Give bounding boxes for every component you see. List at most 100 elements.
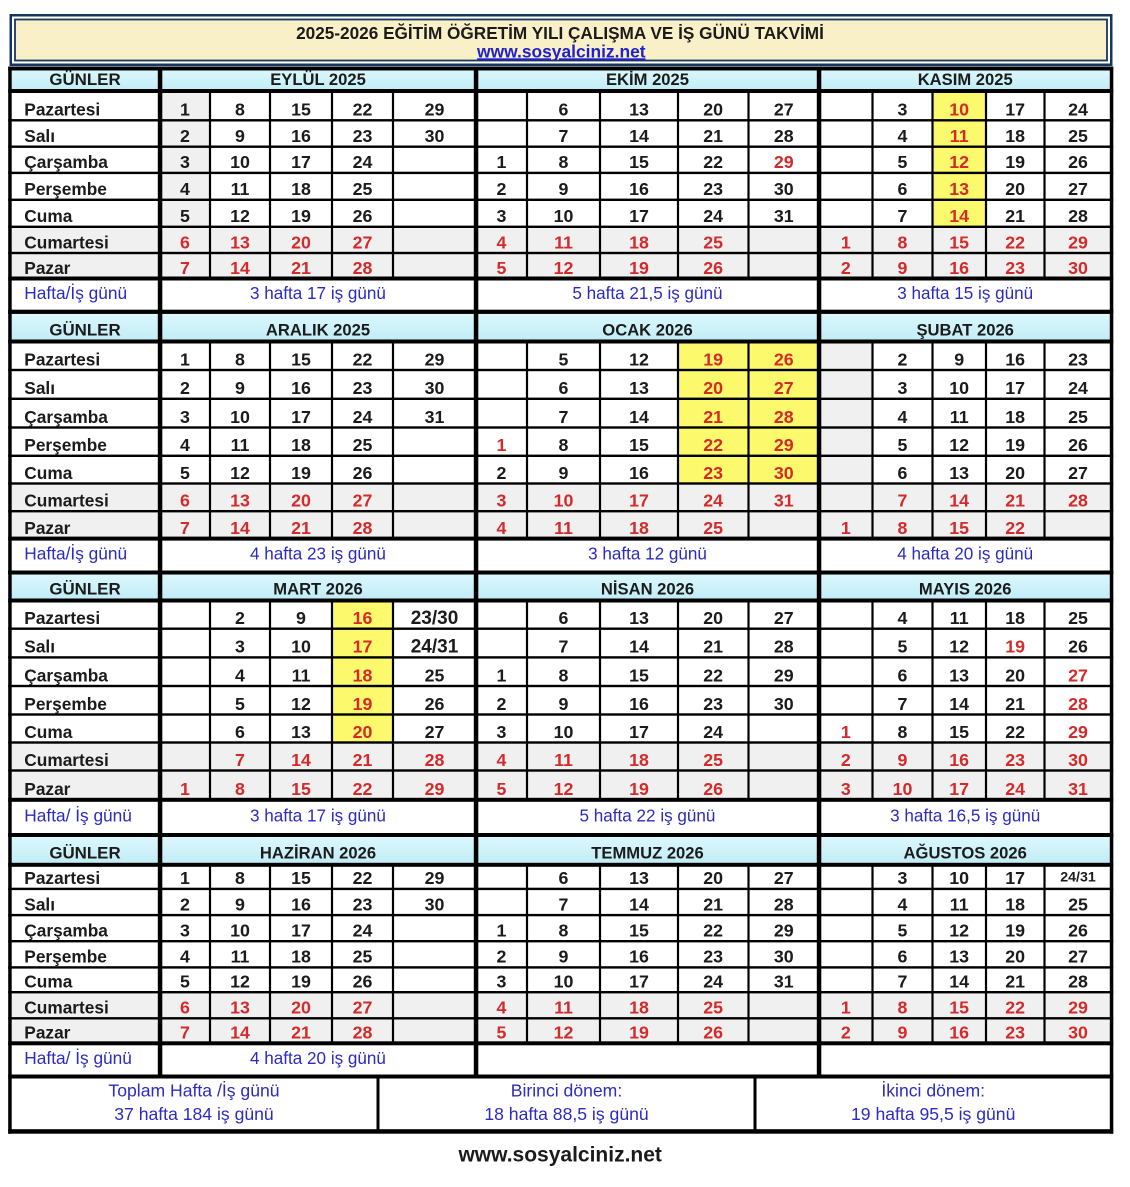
svg-text:8: 8 xyxy=(898,232,908,252)
svg-text:Pazartesi: Pazartesi xyxy=(24,100,100,120)
svg-text:13: 13 xyxy=(230,491,250,511)
svg-text:21: 21 xyxy=(1005,694,1025,714)
svg-text:24: 24 xyxy=(703,206,723,226)
svg-text:23: 23 xyxy=(1005,258,1025,278)
svg-text:11: 11 xyxy=(554,998,573,1018)
svg-text:MART 2026: MART 2026 xyxy=(273,579,362,598)
svg-text:Cumartesi: Cumartesi xyxy=(24,750,109,770)
svg-text:7: 7 xyxy=(235,750,245,770)
svg-text:22: 22 xyxy=(353,100,373,120)
svg-text:13: 13 xyxy=(949,665,969,685)
svg-text:4: 4 xyxy=(497,998,507,1018)
svg-text:Cumartesi: Cumartesi xyxy=(24,232,109,252)
svg-text:26: 26 xyxy=(703,258,723,278)
svg-text:www.sosyalciniz.net: www.sosyalciniz.net xyxy=(476,41,646,61)
svg-text:Cuma: Cuma xyxy=(24,722,72,742)
svg-text:27: 27 xyxy=(1068,179,1088,199)
svg-text:24: 24 xyxy=(353,152,373,172)
svg-text:9: 9 xyxy=(898,750,908,770)
svg-text:27: 27 xyxy=(1068,665,1088,685)
svg-text:6: 6 xyxy=(180,491,190,511)
svg-text:13: 13 xyxy=(949,947,969,967)
svg-text:30: 30 xyxy=(1068,258,1088,278)
svg-text:4: 4 xyxy=(898,608,908,628)
svg-text:www.sosyalciniz.net: www.sosyalciniz.net xyxy=(457,1144,661,1167)
svg-text:EKİM 2025: EKİM 2025 xyxy=(606,70,689,89)
svg-text:5: 5 xyxy=(180,206,190,226)
svg-text:Çarşamba: Çarşamba xyxy=(24,665,108,685)
svg-text:2: 2 xyxy=(235,608,245,628)
svg-text:13: 13 xyxy=(629,608,649,628)
svg-text:2: 2 xyxy=(180,126,190,146)
svg-text:17: 17 xyxy=(291,407,311,427)
svg-text:17: 17 xyxy=(1005,378,1025,398)
svg-text:23: 23 xyxy=(353,894,373,914)
svg-text:8: 8 xyxy=(235,100,245,120)
svg-text:28: 28 xyxy=(1068,491,1088,511)
svg-text:27: 27 xyxy=(425,722,445,742)
svg-text:10: 10 xyxy=(949,868,969,888)
svg-text:20: 20 xyxy=(703,378,723,398)
svg-text:3: 3 xyxy=(497,722,507,742)
svg-text:23: 23 xyxy=(353,126,373,146)
svg-text:17: 17 xyxy=(291,921,311,941)
svg-text:3: 3 xyxy=(898,100,908,120)
svg-text:31: 31 xyxy=(774,491,794,511)
svg-text:25: 25 xyxy=(353,179,373,199)
svg-text:26: 26 xyxy=(1068,152,1088,172)
svg-text:5: 5 xyxy=(559,349,569,369)
svg-text:22: 22 xyxy=(353,779,373,799)
svg-text:Salı: Salı xyxy=(24,894,55,914)
svg-text:4: 4 xyxy=(180,435,190,455)
svg-text:29: 29 xyxy=(1068,232,1088,252)
svg-text:31: 31 xyxy=(425,407,445,427)
svg-text:29: 29 xyxy=(1068,998,1088,1018)
svg-text:29: 29 xyxy=(425,779,445,799)
svg-text:22: 22 xyxy=(1005,518,1025,538)
svg-text:Cumartesi: Cumartesi xyxy=(24,491,109,511)
svg-text:EYLÜL 2025: EYLÜL 2025 xyxy=(270,70,366,89)
svg-text:26: 26 xyxy=(774,349,794,369)
svg-text:17: 17 xyxy=(629,722,649,742)
svg-text:18: 18 xyxy=(1005,407,1025,427)
svg-text:30: 30 xyxy=(425,378,445,398)
svg-text:28: 28 xyxy=(1068,972,1088,992)
svg-text:20: 20 xyxy=(291,232,311,252)
svg-text:19: 19 xyxy=(1005,152,1025,172)
svg-text:7: 7 xyxy=(180,258,190,278)
svg-text:18: 18 xyxy=(353,665,373,685)
svg-text:8: 8 xyxy=(235,779,245,799)
svg-text:23/30: 23/30 xyxy=(411,608,459,629)
svg-text:18: 18 xyxy=(291,435,311,455)
svg-text:Birinci dönem:: Birinci dönem: xyxy=(511,1081,622,1101)
svg-text:22: 22 xyxy=(1005,232,1025,252)
svg-text:Cuma: Cuma xyxy=(24,206,72,226)
svg-text:7: 7 xyxy=(559,407,569,427)
svg-text:25: 25 xyxy=(703,998,723,1018)
svg-text:24: 24 xyxy=(1068,100,1088,120)
svg-text:20: 20 xyxy=(1005,665,1025,685)
svg-text:25: 25 xyxy=(1068,894,1088,914)
svg-text:14: 14 xyxy=(230,1023,250,1043)
svg-text:19: 19 xyxy=(291,972,311,992)
svg-text:9: 9 xyxy=(954,349,964,369)
svg-text:5: 5 xyxy=(235,694,245,714)
svg-text:23: 23 xyxy=(1068,349,1088,369)
svg-text:6: 6 xyxy=(559,100,569,120)
svg-text:16: 16 xyxy=(629,947,649,967)
svg-text:5: 5 xyxy=(497,779,507,799)
svg-text:Perşembe: Perşembe xyxy=(24,947,107,967)
svg-text:15: 15 xyxy=(949,722,969,742)
svg-text:19: 19 xyxy=(1005,435,1025,455)
svg-text:16: 16 xyxy=(629,179,649,199)
svg-text:24: 24 xyxy=(1068,378,1088,398)
svg-text:26: 26 xyxy=(703,779,723,799)
svg-text:7: 7 xyxy=(180,518,190,538)
svg-text:Çarşamba: Çarşamba xyxy=(24,407,108,427)
svg-text:2025-2026 EĞİTİM ÖĞRETİM YILI: 2025-2026 EĞİTİM ÖĞRETİM YILI ÇALIŞMA VE… xyxy=(296,23,824,43)
svg-text:GÜNLER: GÜNLER xyxy=(49,320,120,339)
svg-text:28: 28 xyxy=(425,750,445,770)
svg-text:30: 30 xyxy=(774,179,794,199)
svg-text:Hafta/İş günü: Hafta/İş günü xyxy=(24,544,127,564)
svg-text:4 hafta 20 iş günü: 4 hafta 20 iş günü xyxy=(250,1049,386,1068)
